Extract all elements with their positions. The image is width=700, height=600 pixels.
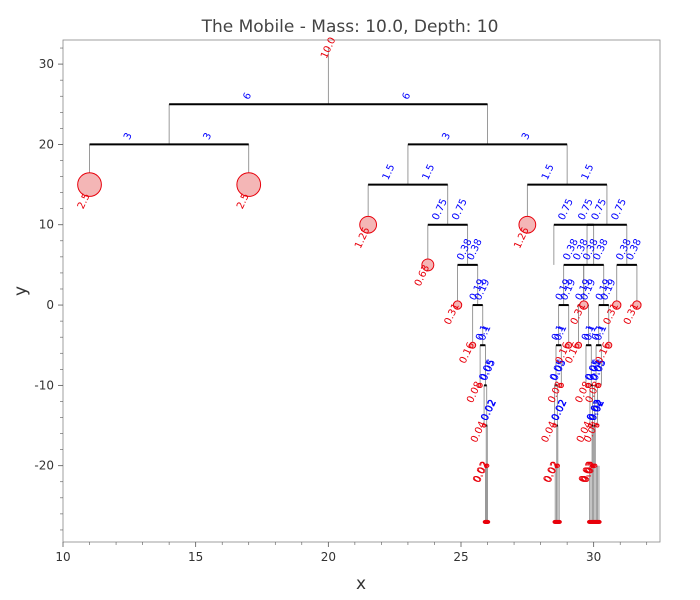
mass-circle	[565, 341, 573, 349]
mass-circle	[587, 423, 593, 428]
plot-area-frame	[62, 39, 661, 543]
x-tick-label: 25	[453, 550, 468, 564]
x-tick-label: 10	[55, 550, 70, 564]
axes: 10 15 20 25 30 -20 -10 0 10 20 30	[34, 47, 648, 564]
mass-circle	[579, 300, 589, 310]
mass-circle	[421, 258, 435, 272]
mass-circle	[452, 300, 463, 310]
y-axis-label: y	[11, 286, 31, 296]
mass-circle	[575, 341, 583, 349]
arm-length-label: 3	[202, 131, 215, 141]
mass-circle	[77, 172, 102, 197]
y-tick-label: -20	[34, 459, 54, 473]
bars-layer	[89, 103, 637, 427]
mass-circle	[555, 463, 560, 468]
arm-length-label: 6	[401, 91, 414, 101]
mass-circle	[612, 300, 622, 310]
deep-mass	[596, 519, 602, 525]
mass-circle	[586, 382, 592, 388]
masses-layer	[77, 172, 642, 525]
x-axis-label: x	[356, 574, 366, 594]
x-tick-label: 15	[188, 550, 203, 564]
mass-circle	[485, 463, 490, 468]
deep-mass	[556, 519, 562, 525]
y-tick-label: -10	[34, 378, 54, 392]
arm-length-label: 3	[520, 131, 533, 141]
mass-circle	[469, 341, 477, 349]
strings-layer	[89, 48, 638, 522]
mass-circle	[518, 215, 537, 234]
mass-circle	[593, 463, 598, 468]
x-tick-label: 20	[321, 550, 336, 564]
arm-length-label: 3	[122, 131, 135, 141]
arm-length-label: 6	[241, 91, 254, 101]
arm-length-label: 3	[440, 131, 453, 141]
y-tick-label: 10	[39, 218, 54, 232]
mass-circle	[595, 423, 600, 428]
mass-circle	[558, 382, 564, 388]
mass-circle	[359, 215, 378, 234]
y-tick-label: 20	[39, 137, 54, 151]
mass-circle	[596, 382, 602, 388]
mass-circle	[632, 300, 642, 310]
mass-circle	[552, 423, 557, 428]
x-tick-label: 30	[586, 550, 601, 564]
mass-circle	[236, 172, 262, 197]
y-tick-label: 0	[46, 298, 54, 312]
chart-title: The Mobile - Mass: 10.0, Depth: 10	[201, 17, 499, 37]
mass-circle	[481, 423, 487, 428]
mass-circle	[477, 382, 483, 388]
deep-mass	[484, 519, 491, 525]
y-tick-label: 30	[39, 57, 54, 71]
mass-circle	[605, 341, 613, 349]
